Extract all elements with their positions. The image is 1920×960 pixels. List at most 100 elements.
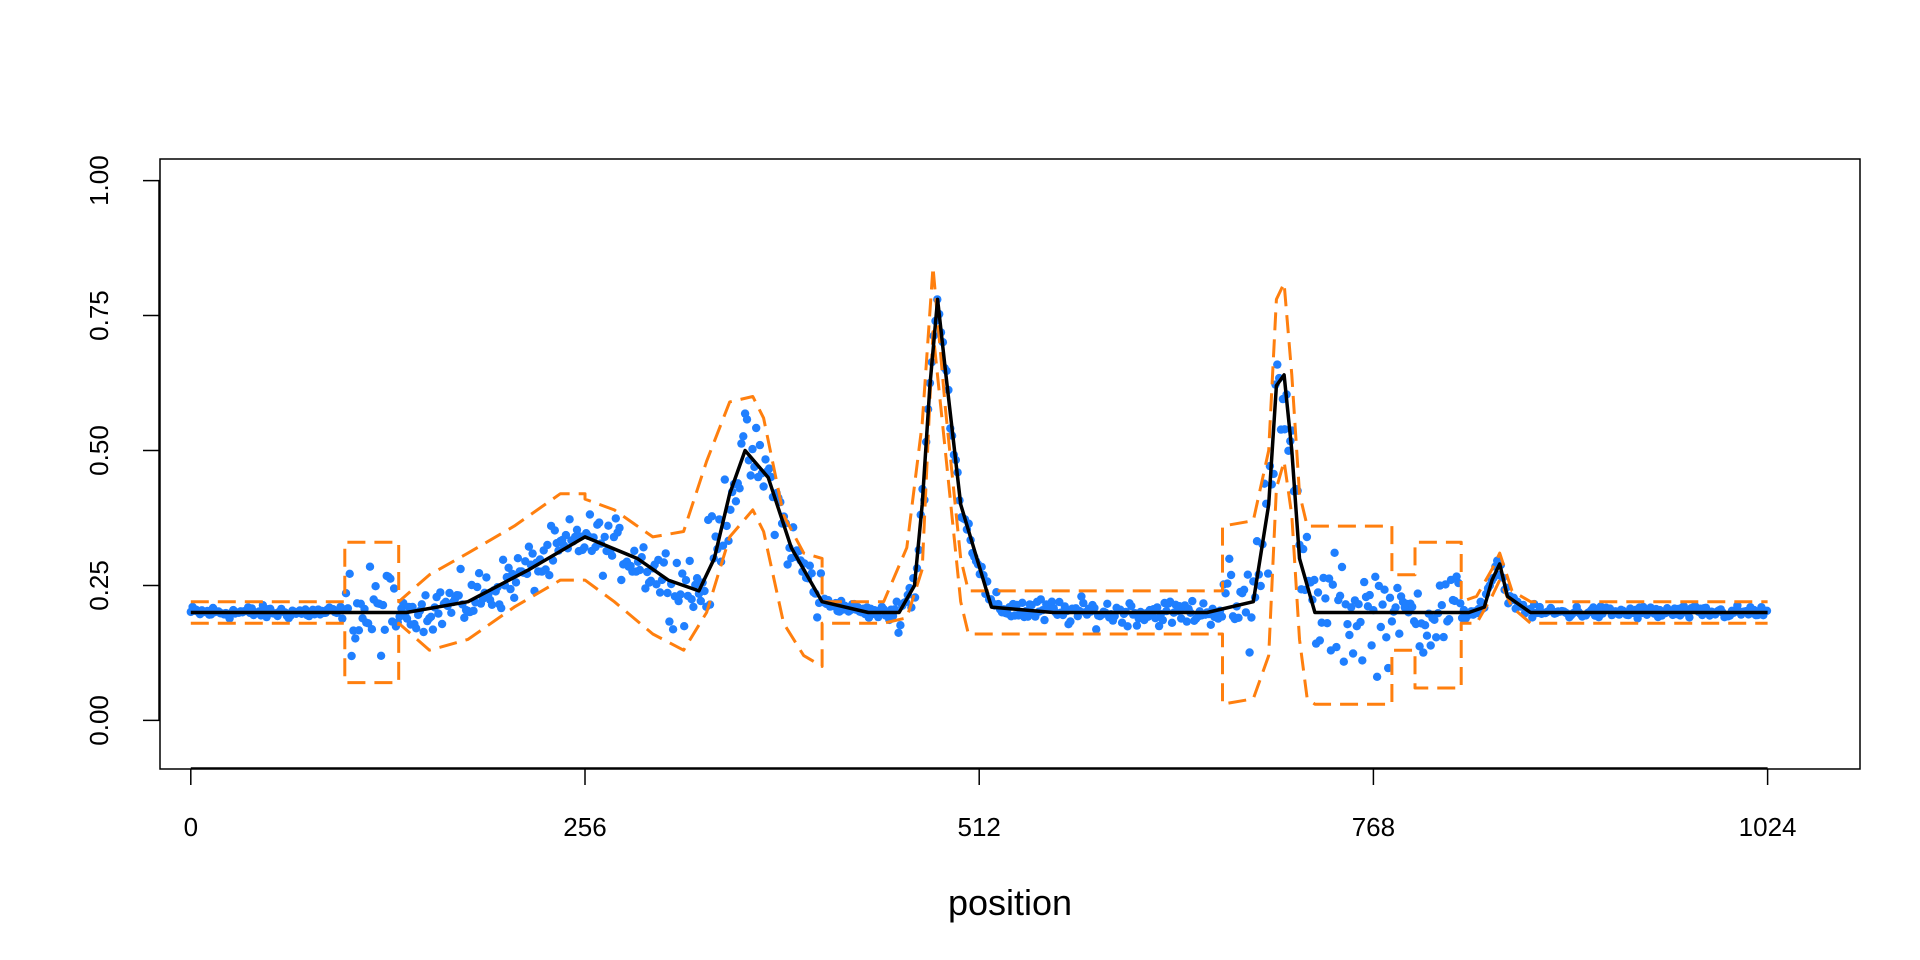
data-point [813,613,822,622]
data-point [685,556,694,566]
data-point [1206,620,1216,629]
data-point [1234,613,1243,622]
data-point [1092,625,1101,634]
data-point [436,588,445,597]
x-tick-label: 768 [1352,812,1395,842]
data-point [752,423,761,433]
data-point [1154,621,1164,631]
data-point [1247,613,1256,622]
data-point [1679,602,1689,611]
data-point [428,625,438,634]
data-point [681,576,691,585]
data-point [1382,633,1391,642]
data-point [630,546,639,555]
data-point [1310,575,1319,585]
data-point [1419,648,1428,657]
data-point [874,612,883,622]
data-point [543,540,552,550]
data-point [1315,636,1325,645]
data-point [783,560,792,569]
data-point [426,612,436,621]
axes: 0 256 512 768 1024 0.00 0.25 0.50 0.75 1.00 [84,155,1797,842]
data-point [1273,360,1282,369]
x-tick-label: 256 [563,812,606,842]
data-point [1391,603,1400,612]
data-point [504,563,513,572]
data-point [1047,597,1057,606]
data-point [367,625,377,634]
data-point [343,604,353,613]
data-point [585,510,595,519]
data-point [1217,612,1227,621]
y-tick-label: 0.50 [84,425,114,476]
data-point [487,600,497,609]
data-point [707,512,717,521]
data-point [1426,641,1435,650]
data-point [1367,641,1376,650]
data-point [1132,621,1142,630]
data-point [689,602,698,612]
data-point [607,551,617,560]
data-point [1040,615,1049,625]
data-point [604,521,613,530]
data-point [1223,579,1232,588]
y-tick-label: 0.00 [84,695,114,746]
data-point [1036,595,1046,604]
data-point [1420,621,1430,630]
data-point [1408,602,1417,612]
data-point [1280,425,1289,434]
data-point [417,600,426,609]
data-point [759,482,768,491]
data-point [1243,570,1253,579]
data-point [1239,585,1249,594]
data-point [1413,589,1423,598]
data-point [755,440,765,450]
data-point [595,518,604,527]
data-point [513,554,523,563]
data-point [761,455,770,464]
data-point [672,558,681,568]
data-point [700,586,709,596]
data-point [1335,591,1345,600]
data-point [1432,633,1441,642]
data-point [1337,562,1347,572]
data-point [1153,603,1162,612]
lower-band-line [190,330,1768,706]
upper-band-line [190,265,1768,604]
data-point [1167,618,1177,627]
data-point [1358,656,1367,665]
data-point [338,614,347,623]
data-point [1158,615,1168,625]
data-point [1387,617,1397,626]
plot-marks [186,265,1772,706]
data-point [665,617,674,626]
data-point [447,608,456,617]
data-point [1439,632,1448,642]
data-point [615,523,624,533]
plot-frame [159,158,1861,770]
data-point [1415,642,1424,651]
data-point [345,569,354,578]
data-point [1339,657,1349,666]
data-point [474,569,484,578]
data-point [378,600,388,610]
data-point [1323,619,1332,628]
data-point [1422,631,1432,640]
data-point [742,415,752,424]
data-point [896,621,905,630]
data-point [1452,572,1461,581]
data-point [1437,601,1447,610]
data-point [668,625,678,634]
data-point [376,651,386,660]
data-point [524,542,534,551]
data-point [1127,601,1136,611]
data-point [680,622,689,631]
data-point [1321,594,1330,603]
data-point [696,596,705,606]
data-point [419,627,428,637]
data-point [655,588,665,597]
data-point [722,521,731,531]
data-point [661,549,670,558]
data-point [739,432,748,441]
data-point [735,484,744,493]
